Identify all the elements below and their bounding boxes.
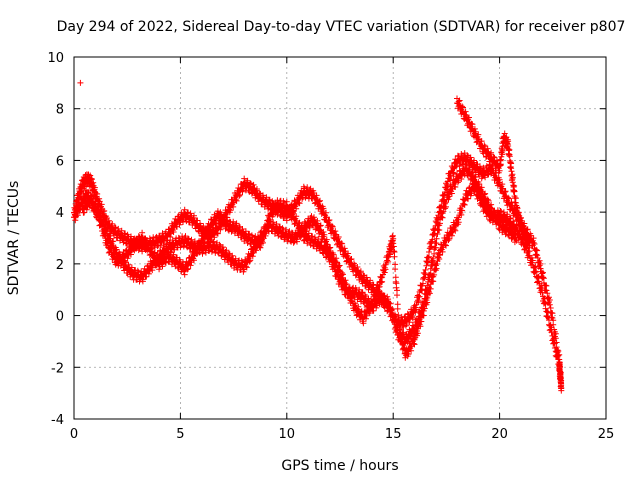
y-tick-label: 8 [56,103,64,118]
y-tick-label: 10 [47,51,64,66]
y-axis-label: SDTVAR / TECUs [6,181,22,296]
x-tick-label: 0 [70,427,78,442]
series-track-d [454,95,533,251]
y-tick-label: 2 [56,258,64,273]
x-tick-label: 20 [491,427,508,442]
x-tick-label: 10 [279,427,296,442]
x-axis-label: GPS time / hours [281,458,398,474]
series-outlier [77,79,84,86]
y-tick-label: 6 [56,154,64,169]
x-tick-label: 25 [598,427,615,442]
data-points [71,79,565,394]
y-tick-label: 0 [56,310,64,325]
x-tick-label: 5 [176,427,184,442]
chart-title: Day 294 of 2022, Sidereal Day-to-day VTE… [57,19,626,35]
x-tick-label: 15 [385,427,402,442]
plot-frame [73,56,607,420]
axis-ticks: 0 5 10 15 20 25 -4 -2 0 2 4 6 8 10 [47,51,614,442]
y-tick-label: 4 [56,206,64,221]
y-tick-label: -4 [51,413,64,428]
series-track-c [79,161,520,347]
y-tick-label: -2 [51,361,64,376]
